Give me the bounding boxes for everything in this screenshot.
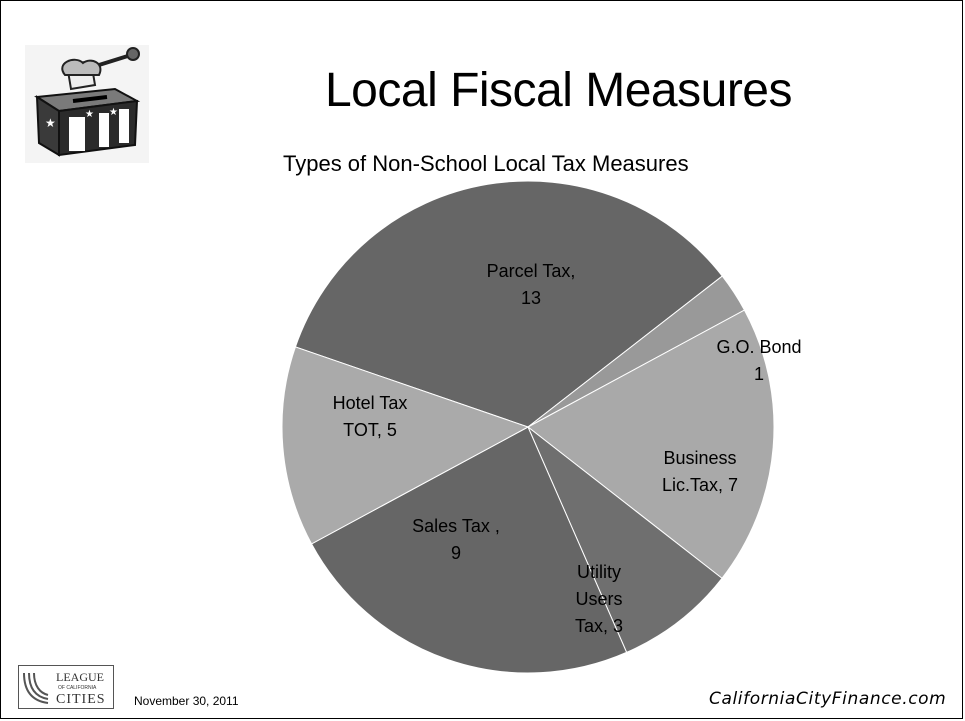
svg-text:★: ★ — [45, 116, 56, 130]
league-of-california-cities-logo: LEAGUE OF CALIFORNIA CITIES — [18, 665, 114, 709]
pie-label-parcel-tax: Parcel Tax, 13 — [487, 261, 576, 308]
svg-text:★: ★ — [109, 107, 118, 118]
chart-title: Types of Non-School Local Tax Measures — [283, 151, 689, 176]
svg-text:★: ★ — [85, 109, 94, 120]
pie-slice-business-lic-tax — [527, 309, 775, 579]
logo-text-league: LEAGUE — [56, 670, 104, 684]
pie-slice-parcel-tax — [294, 180, 723, 428]
pie-label-business-lic-tax: Business Lic.Tax, 7 — [662, 448, 738, 495]
pie-slice-hotel-tax-tot — [281, 346, 530, 545]
logo-text-of-california: OF CALIFORNIA — [58, 685, 97, 691]
pie-slice-utility-users-tax — [527, 426, 723, 654]
pie-label-utility-users-tax: Utility Users Tax, 3 — [575, 562, 623, 636]
pie-label-hotel-tax-tot: Hotel Tax TOT, 5 — [333, 393, 408, 440]
footer-site: CaliforniaCityFinance.com — [709, 689, 947, 709]
pie-slice-sales-tax — [310, 426, 628, 674]
footer-date: November 30, 2011 — [134, 694, 239, 708]
logo-text-cities: CITIES — [56, 692, 106, 707]
pie-label-g-o-bond: G.O. Bond 1 — [716, 337, 801, 384]
slide-title: Local Fiscal Measures — [324, 64, 793, 117]
ballot-box-icon: ★ ★ ★ — [25, 45, 149, 163]
pie-label-sales-tax: Sales Tax ,9 — [412, 516, 500, 563]
